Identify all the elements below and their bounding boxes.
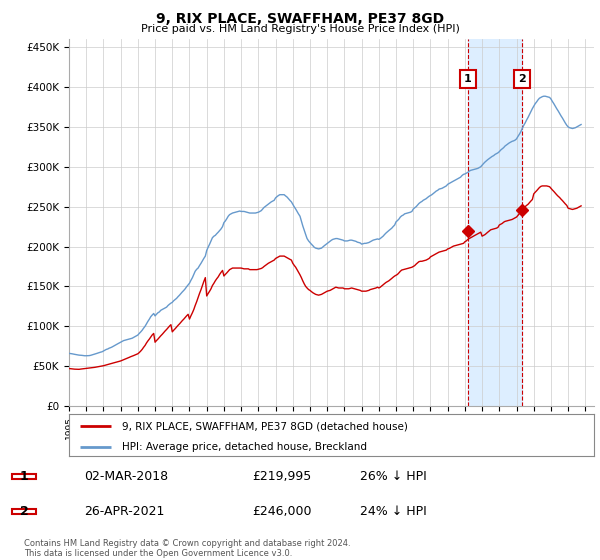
Text: 1: 1 [464, 74, 472, 84]
FancyBboxPatch shape [12, 509, 36, 514]
Text: 9, RIX PLACE, SWAFFHAM, PE37 8GD: 9, RIX PLACE, SWAFFHAM, PE37 8GD [156, 12, 444, 26]
Text: Price paid vs. HM Land Registry's House Price Index (HPI): Price paid vs. HM Land Registry's House … [140, 24, 460, 34]
Text: 26-APR-2021: 26-APR-2021 [84, 505, 164, 518]
Text: Contains HM Land Registry data © Crown copyright and database right 2024.
This d: Contains HM Land Registry data © Crown c… [24, 539, 350, 558]
Text: 24% ↓ HPI: 24% ↓ HPI [360, 505, 427, 518]
Text: 2: 2 [518, 74, 526, 84]
Text: HPI: Average price, detached house, Breckland: HPI: Average price, detached house, Brec… [121, 442, 367, 452]
Text: £246,000: £246,000 [252, 505, 311, 518]
FancyBboxPatch shape [12, 474, 36, 479]
Text: 9, RIX PLACE, SWAFFHAM, PE37 8GD (detached house): 9, RIX PLACE, SWAFFHAM, PE37 8GD (detach… [121, 421, 407, 431]
Text: 1: 1 [20, 470, 28, 483]
Text: 2: 2 [20, 505, 28, 518]
Text: 02-MAR-2018: 02-MAR-2018 [84, 470, 168, 483]
Bar [468, 39, 522, 406]
Text: 26% ↓ HPI: 26% ↓ HPI [360, 470, 427, 483]
Text: £219,995: £219,995 [252, 470, 311, 483]
